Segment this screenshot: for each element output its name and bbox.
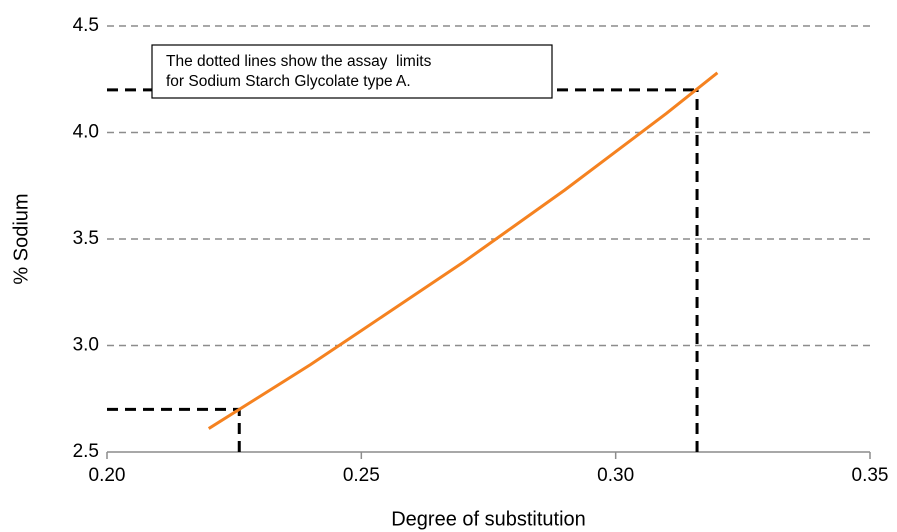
data-line [207,71,719,430]
x-tick-label: 0.35 [852,465,889,486]
y-tick-label: 3.0 [73,335,99,356]
annotation-text: for Sodium Starch Glycolate type A. [166,73,411,90]
y-axis-label: % Sodium [10,193,32,284]
y-tick-label: 4.0 [73,122,99,143]
y-tick-label: 2.5 [73,441,99,462]
x-tick-label: 0.30 [597,465,634,486]
y-tick-label: 4.5 [73,15,99,36]
annotation-box [151,44,553,99]
x-axis-label: Degree of substitution [391,508,586,530]
annotation-text: The dotted lines show the assay limits [166,53,432,70]
y-tick-label: 3.5 [73,228,99,249]
x-tick-label: 0.20 [89,465,126,486]
x-tick-label: 0.25 [343,465,380,486]
